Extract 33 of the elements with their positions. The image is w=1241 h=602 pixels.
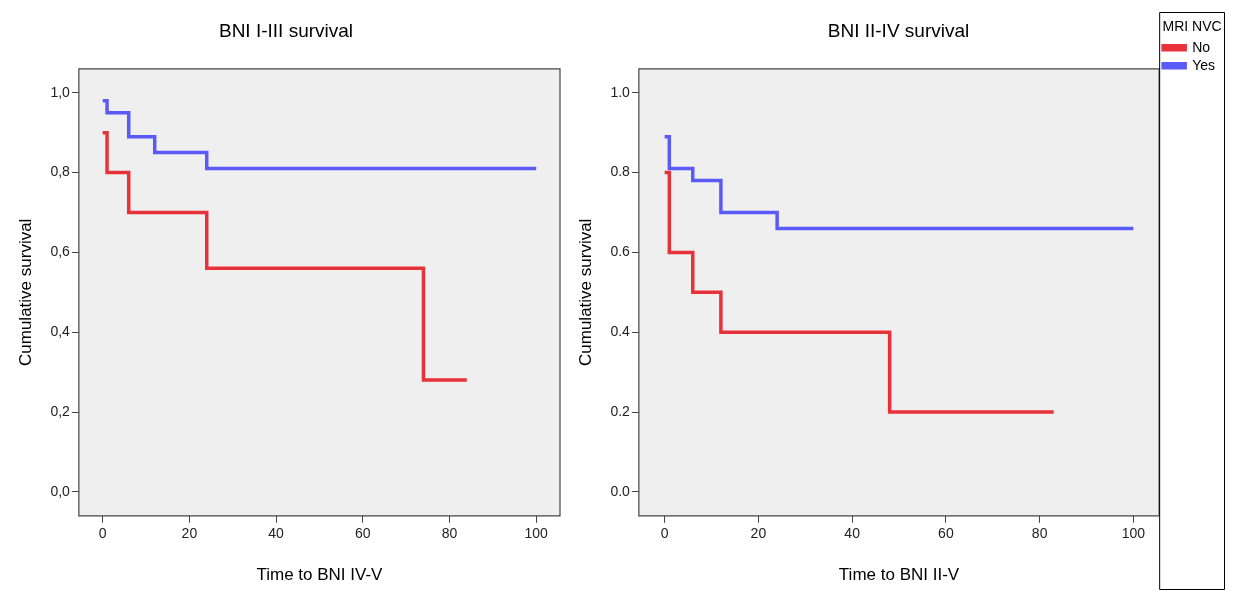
x-tick-label: 80: [441, 525, 458, 542]
legend-label: Yes: [1192, 56, 1215, 73]
y-tick-label: 0,4: [50, 323, 71, 340]
y-axis-title: Cumulative survival: [15, 218, 35, 366]
x-tick-label: 20: [181, 525, 198, 542]
y-tick-label: 0.2: [610, 402, 631, 419]
y-tick-label: 0,8: [50, 163, 71, 180]
x-tick-label: 20: [750, 525, 767, 542]
x-tick-label: 0: [660, 525, 669, 542]
y-tick-label: 0.4: [610, 323, 631, 340]
x-tick-label: 40: [268, 525, 285, 542]
x-tick-label: 0: [98, 525, 107, 542]
chart-title: BNI I-III survival: [218, 19, 354, 41]
y-tick-label: 0.0: [610, 482, 631, 499]
y-tick-label: 0,2: [50, 402, 71, 419]
y-axis-title: Cumulative survival: [575, 218, 595, 366]
x-tick-label: 80: [1031, 525, 1048, 542]
x-axis-title: Time to BNI IV-V: [256, 565, 384, 585]
x-tick-label: 40: [844, 525, 861, 542]
y-tick-label: 0.8: [610, 163, 631, 180]
x-tick-label: 100: [524, 525, 549, 542]
y-tick-label: 1,0: [50, 83, 71, 100]
x-axis-title: Time to BNI II-V: [838, 565, 960, 585]
chart-title: BNI II-IV survival: [827, 19, 970, 41]
y-tick-label: 0.6: [610, 243, 631, 260]
y-tick-label: 1.0: [610, 83, 631, 100]
legend-title: MRI NVC: [1162, 17, 1222, 34]
y-tick-label: 0,6: [50, 243, 71, 260]
x-tick-label: 60: [354, 525, 371, 542]
x-tick-label: 60: [938, 525, 954, 542]
y-tick-label: 0,0: [50, 482, 71, 499]
x-tick-label: 100: [1121, 525, 1146, 542]
legend-label: No: [1192, 38, 1211, 55]
